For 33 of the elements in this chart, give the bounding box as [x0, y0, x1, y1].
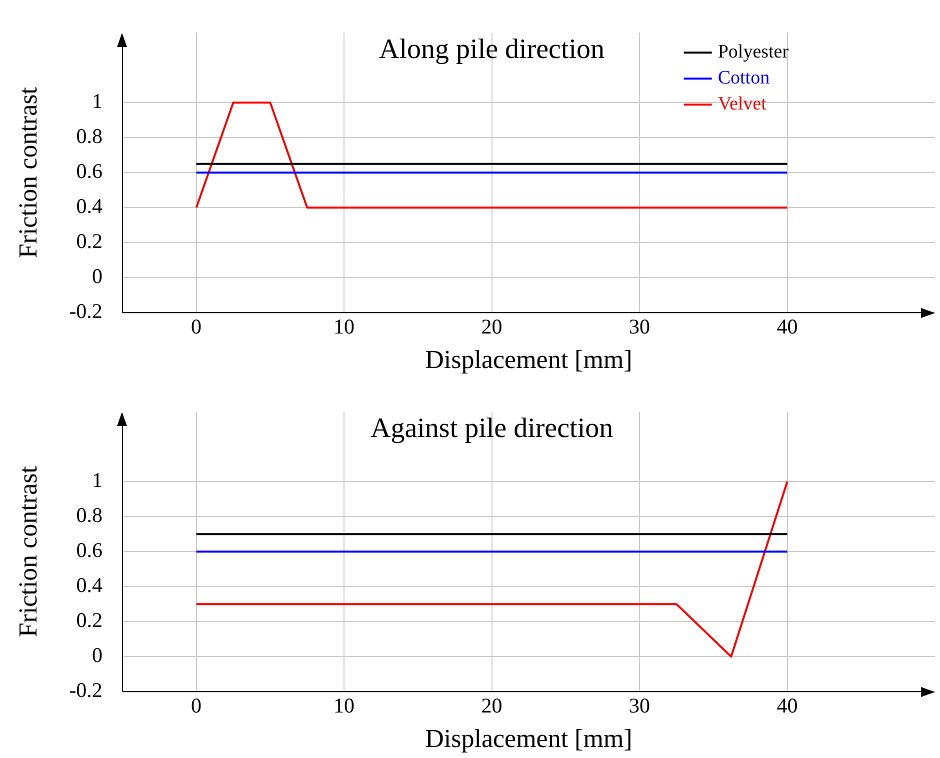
x-tick-label: 10	[334, 314, 355, 339]
x-axis-title: Displacement [mm]	[425, 345, 632, 374]
y-tick-label: 0	[92, 643, 102, 668]
x-tick-label: 30	[629, 314, 650, 339]
y-tick-label: 0.8	[76, 503, 102, 528]
y-tick-label: 1	[92, 468, 102, 492]
y-axis-title: Friction contrast	[13, 465, 42, 638]
y-tick-label: 0.4	[76, 194, 103, 218]
y-tick-label: -0.2	[69, 299, 102, 324]
y-tick-label: 0.2	[76, 229, 102, 254]
x-tick-label: 20	[481, 314, 502, 339]
chart-title: Against pile direction	[370, 412, 614, 444]
x-tick-label: 20	[481, 694, 502, 718]
x-tick-label: 40	[776, 694, 798, 718]
y-tick-label: 0	[92, 264, 102, 288]
x-tick-label: 40	[776, 314, 798, 339]
x-tick-label: 30	[629, 694, 650, 718]
y-tick-label: 0.4	[76, 573, 103, 598]
y-axis-title: Friction contrast	[13, 86, 42, 258]
chart-title: Along pile direction	[379, 34, 605, 65]
y-tick-label: -0.2	[69, 678, 102, 702]
y-tick-label: 0.6	[76, 538, 102, 562]
y-tick-label: 1	[92, 89, 102, 114]
legend-label: Cotton	[718, 68, 770, 89]
legend-label: Velvet	[718, 94, 768, 115]
legend-label: Polyester	[718, 42, 790, 63]
x-tick-label: 0	[191, 694, 202, 718]
y-tick-label: 0.6	[76, 159, 102, 184]
x-tick-label: 10	[334, 694, 355, 718]
x-axis-title: Displacement [mm]	[425, 724, 632, 754]
y-tick-label: 0.8	[76, 124, 102, 148]
y-tick-label: 0.2	[76, 608, 102, 632]
x-tick-label: 0	[191, 314, 202, 339]
